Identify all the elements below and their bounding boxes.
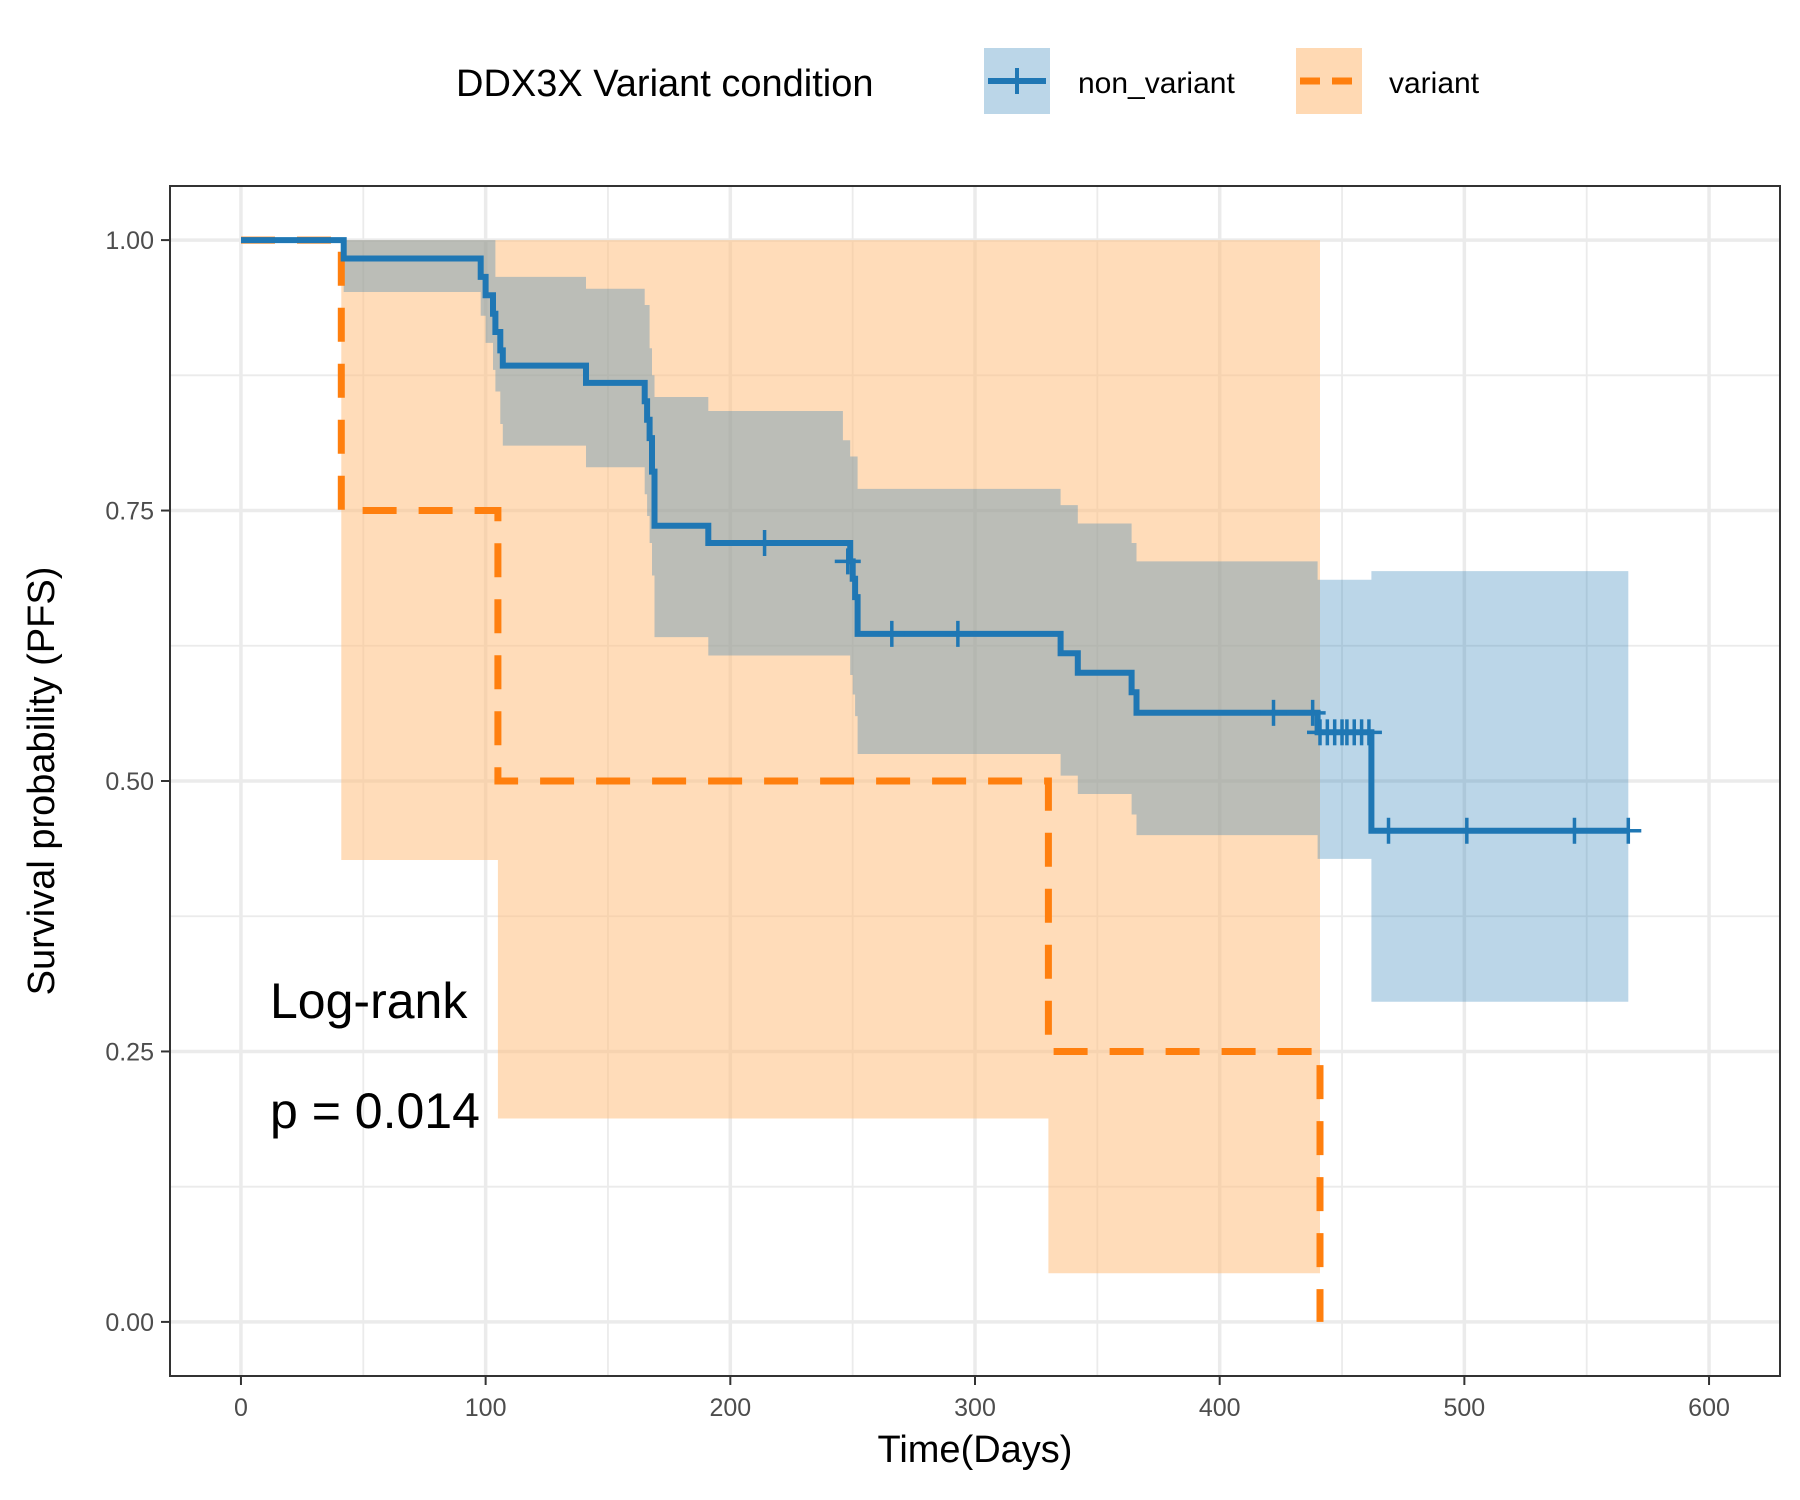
legend: DDX3X Variant condition non_variant vari…: [456, 48, 1480, 114]
x-tick-label: 100: [465, 1394, 507, 1422]
censor-mark-non-variant: [1299, 699, 1326, 726]
censor-mark-non-variant: [1260, 699, 1287, 726]
legend-label-non-variant: non_variant: [1078, 67, 1235, 100]
x-tick-label: 200: [709, 1394, 751, 1422]
censor-mark-non-variant: [1375, 817, 1402, 844]
survival-curves: [241, 236, 1629, 1322]
x-tick-label: 400: [1199, 1394, 1241, 1422]
censor-mark-non-variant: [1453, 817, 1480, 844]
y-axis-title: Survival probability (PFS): [21, 567, 63, 996]
censor-mark-non-variant: [1615, 817, 1642, 844]
p-value-label: p = 0.014: [270, 1083, 480, 1139]
legend-label-variant: variant: [1389, 67, 1480, 100]
y-tick-label: 0.75: [105, 498, 154, 526]
y-tick-label: 0.50: [105, 768, 154, 796]
y-axis: 0.00 0.25 0.50 0.75 1.00: [105, 227, 170, 1337]
censor-marks: [751, 530, 1642, 844]
x-axis: 0 100 200 300 400 500 600: [234, 1376, 1730, 1422]
legend-title: DDX3X Variant condition: [456, 63, 874, 105]
survival-curve-non-variant: [241, 237, 1629, 834]
censor-mark-non-variant: [751, 530, 778, 556]
y-tick-label: 0.00: [105, 1309, 154, 1337]
censor-mark-non-variant: [1561, 817, 1588, 844]
x-axis-title: Time(Days): [878, 1429, 1073, 1471]
x-tick-label: 300: [954, 1394, 996, 1422]
x-tick-label: 500: [1444, 1394, 1486, 1422]
censor-mark-non-variant: [878, 620, 905, 647]
censor-mark-non-variant: [944, 620, 971, 647]
y-tick-label: 0.25: [105, 1038, 154, 1066]
ci-band-non-variant: [241, 240, 1629, 1002]
y-tick-label: 1.00: [105, 227, 154, 255]
censor-mark-non-variant: [834, 548, 861, 575]
logrank-label: Log-rank: [270, 973, 468, 1029]
survival-curve-variant: [241, 236, 1324, 1322]
censor-mark-non-variant: [1355, 719, 1382, 746]
x-tick-label: 0: [234, 1394, 248, 1422]
x-tick-label: 600: [1688, 1394, 1730, 1422]
